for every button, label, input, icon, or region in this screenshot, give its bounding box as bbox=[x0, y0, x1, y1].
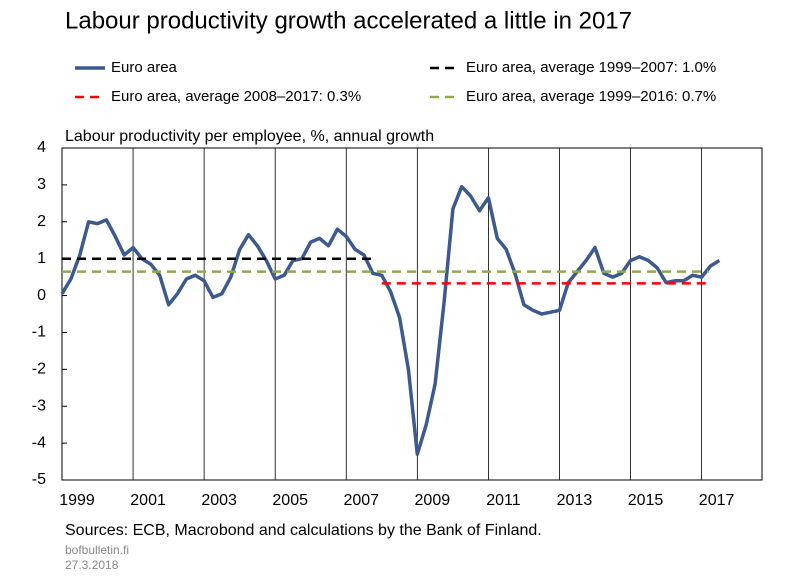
x-tick-label: 2001 bbox=[130, 492, 166, 509]
site-note: bofbulletin.fi bbox=[65, 543, 129, 557]
x-tick-label: 2013 bbox=[557, 492, 593, 509]
x-tick-label: 2007 bbox=[343, 492, 379, 509]
y-tick-label: -1 bbox=[32, 324, 46, 341]
y-axis-label: Labour productivity per employee, %, ann… bbox=[65, 128, 434, 145]
y-tick-label: 0 bbox=[37, 287, 46, 304]
plot-frame bbox=[61, 147, 763, 481]
legend-label: Euro area, average 2008–2017: 0.3% bbox=[111, 88, 361, 105]
x-tick-label: 2017 bbox=[699, 492, 735, 509]
x-tick-label: 2003 bbox=[201, 492, 237, 509]
x-tick-label: 2015 bbox=[628, 492, 664, 509]
y-tick-label: -3 bbox=[32, 397, 46, 414]
legend-label: Euro area, average 1999–2007: 1.0% bbox=[466, 59, 716, 76]
x-tick-label: 2011 bbox=[486, 492, 521, 509]
x-tick-label: 2009 bbox=[415, 492, 451, 509]
legend-label: Euro area bbox=[111, 59, 178, 76]
y-tick-label: -5 bbox=[32, 471, 46, 488]
legend-label: Euro area, average 1999–2016: 0.7% bbox=[466, 88, 716, 105]
y-tick-label: 3 bbox=[37, 176, 46, 193]
y-tick-label: 2 bbox=[37, 213, 46, 230]
series-line bbox=[60, 184, 721, 456]
date-note: 27.3.2018 bbox=[65, 558, 119, 572]
y-tick-label: 4 bbox=[37, 139, 46, 156]
y-tick-label: 1 bbox=[37, 250, 46, 267]
chart-title: Labour productivity growth accelerated a… bbox=[65, 7, 632, 34]
y-tick-label: -4 bbox=[32, 434, 46, 451]
y-tick-label: -2 bbox=[32, 361, 46, 378]
x-tick-label: 1999 bbox=[59, 492, 95, 509]
x-tick-label: 2005 bbox=[272, 492, 308, 509]
source-note: Sources: ECB, Macrobond and calculations… bbox=[65, 522, 542, 539]
